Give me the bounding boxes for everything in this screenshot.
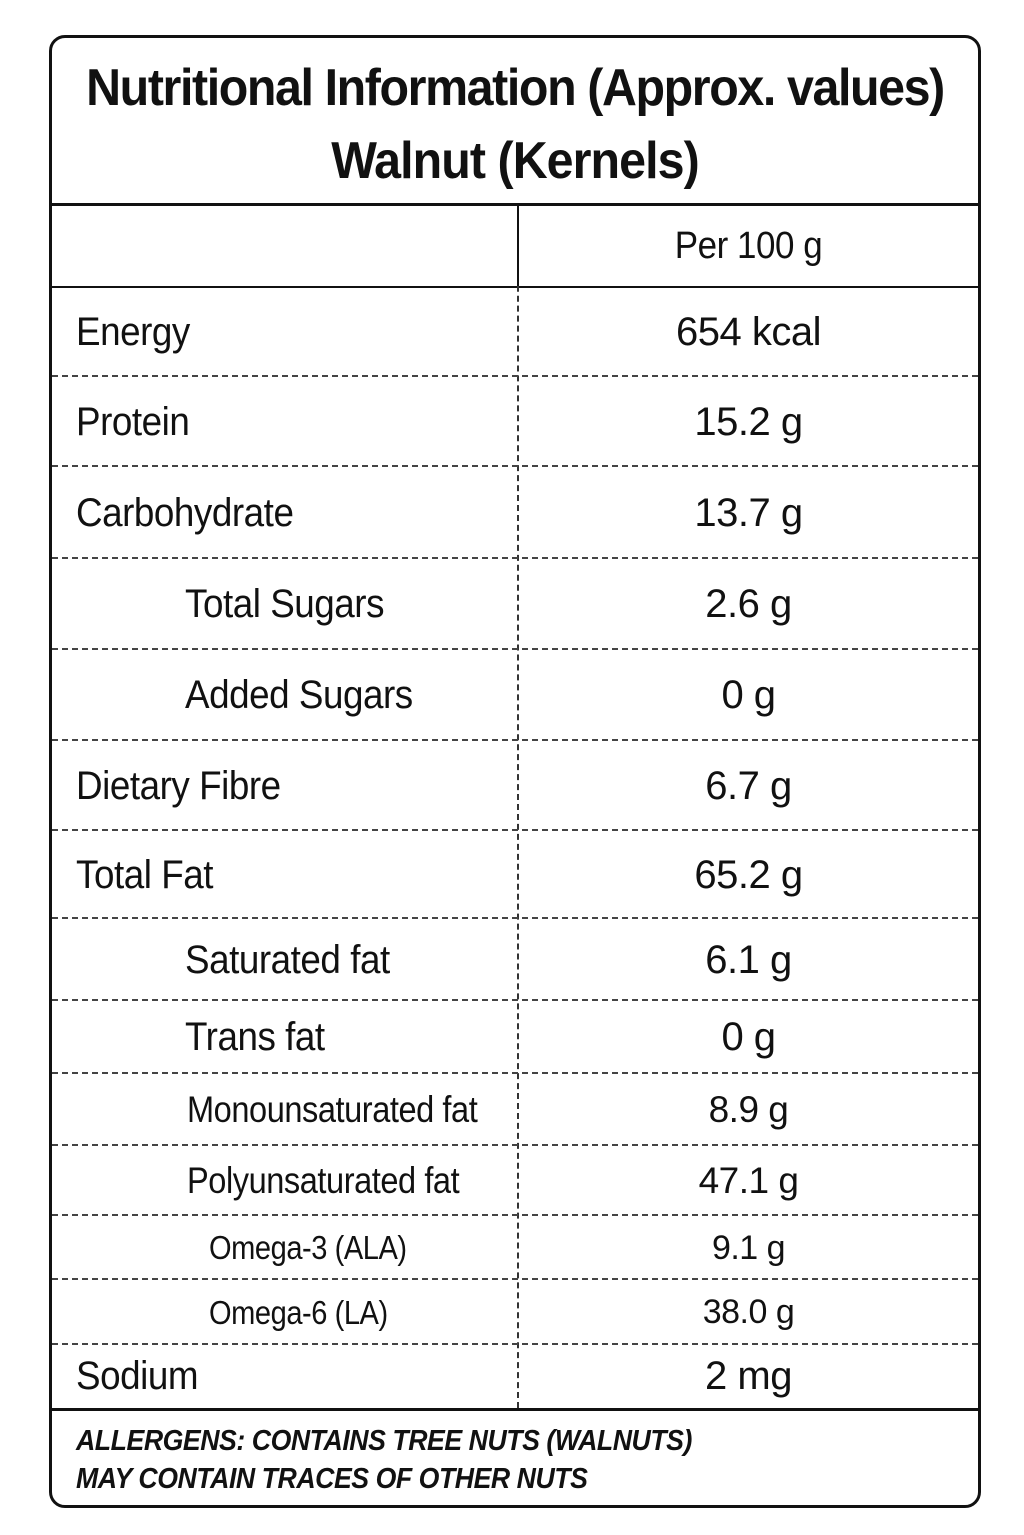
label-title: Nutritional Information (Approx. values) [86,59,945,117]
allergen-may-contain-text: MAY CONTAIN TRACES OF OTHER NUTS [76,1463,588,1495]
nutrient-value: 654 kcal [676,310,821,354]
nutrient-name: Protein [76,400,190,444]
nutrient-value: 47.1 g [698,1160,799,1201]
nutrient-value: 15.2 g [694,400,803,444]
nutrient-row: Omega-6 (LA) 38.0 g [52,1280,978,1345]
nutrient-value: 65.2 g [694,853,803,897]
nutrient-row: Added Sugars 0 g [52,650,978,741]
nutrient-name: Saturated fat [185,938,390,982]
nutrient-row: Polyunsaturated fat 47.1 g [52,1146,978,1216]
nutrient-value: 13.7 g [694,491,803,535]
table-header-row: Per 100 g [52,206,978,288]
column-divider-header [517,206,519,286]
nutrient-name: Energy [76,310,190,354]
nutrient-value: 6.7 g [705,764,792,808]
nutrient-value: 38.0 g [702,1293,795,1331]
nutrient-value: 9.1 g [711,1229,786,1267]
nutrient-name: Carbohydrate [76,491,294,535]
nutrient-name: Dietary Fibre [76,764,281,808]
nutrient-value: 2 mg [705,1354,792,1398]
allergen-contains-text: ALLERGENS: CONTAINS TREE NUTS (WALNUTS) [76,1425,692,1457]
nutrient-value: 2.6 g [705,582,792,626]
nutrient-row: Protein 15.2 g [52,377,978,467]
nutrient-name: Omega-3 (ALA) [209,1229,407,1266]
nutrient-row: Sodium 2 mg [52,1345,978,1408]
nutrient-name: Total Fat [76,853,213,897]
nutrient-name: Total Sugars [185,582,385,626]
nutrient-row: Monounsaturated fat 8.9 g [52,1074,978,1146]
serving-basis-header: Per 100 g [674,225,823,267]
nutrient-name: Trans fat [185,1015,325,1059]
nutrient-value: 6.1 g [705,938,792,982]
nutrient-value: 0 g [721,673,776,717]
nutrient-row: Saturated fat 6.1 g [52,919,978,1001]
nutrient-row: Carbohydrate 13.7 g [52,467,978,559]
nutrient-row: Trans fat 0 g [52,1001,978,1074]
nutrient-row: Total Fat 65.2 g [52,831,978,919]
nutrient-value: 0 g [721,1015,776,1059]
nutrient-name: Omega-6 (LA) [209,1294,388,1331]
allergen-statement: ALLERGENS: CONTAINS TREE NUTS (WALNUTS) … [52,1408,978,1505]
nutrient-row: Dietary Fibre 6.7 g [52,741,978,831]
product-name: Walnut (Kernels) [331,132,699,190]
nutrient-row: Energy 654 kcal [52,288,978,377]
nutrient-name: Monounsaturated fat [187,1089,478,1130]
nutrient-name: Added Sugars [185,673,413,717]
column-divider [517,206,519,1408]
nutrient-row: Total Sugars 2.6 g [52,559,978,650]
nutrient-name: Sodium [76,1354,199,1398]
label-title-area: Nutritional Information (Approx. values)… [52,38,978,206]
nutrient-value: 8.9 g [708,1089,789,1130]
nutrient-name: Polyunsaturated fat [187,1160,460,1201]
nutrient-row: Omega-3 (ALA) 9.1 g [52,1216,978,1280]
nutrition-label: Nutritional Information (Approx. values)… [49,35,981,1508]
